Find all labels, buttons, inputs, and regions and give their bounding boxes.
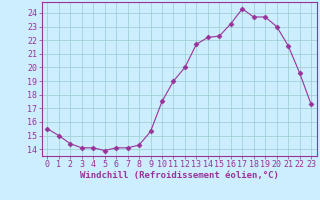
X-axis label: Windchill (Refroidissement éolien,°C): Windchill (Refroidissement éolien,°C): [80, 171, 279, 180]
